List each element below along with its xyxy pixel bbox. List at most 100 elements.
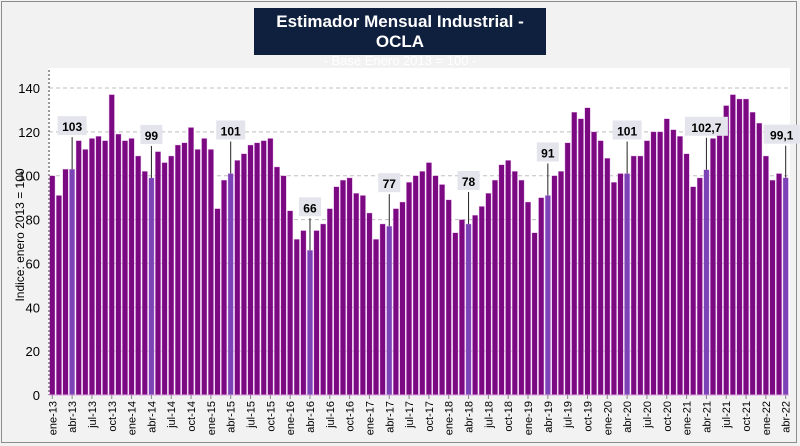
bar — [188, 127, 194, 396]
bar — [141, 171, 148, 396]
x-tick-label: ene-13 — [47, 401, 59, 435]
bar — [194, 149, 201, 396]
x-tick-label: ene-17 — [364, 401, 376, 435]
bar — [155, 151, 161, 396]
bar — [677, 136, 683, 396]
bar — [749, 111, 756, 396]
bar — [683, 153, 690, 396]
x-tick-label: oct-15 — [265, 401, 277, 432]
bar — [624, 173, 631, 396]
chart-title: Estimador Mensual Industrial - OCLA — [276, 12, 524, 51]
bar — [373, 239, 379, 396]
bar — [577, 118, 584, 396]
x-tick-label: ene-14 — [127, 401, 139, 435]
bar — [710, 138, 716, 396]
bar — [221, 179, 227, 396]
x-tick-label: oct-19 — [582, 401, 594, 432]
annotation-box — [298, 197, 321, 217]
bar — [168, 155, 175, 396]
bar — [340, 179, 346, 396]
bar — [174, 144, 181, 396]
annotation-label: 91 — [541, 146, 555, 160]
bar — [346, 177, 353, 396]
bar — [108, 94, 115, 396]
x-tick-label: ene-21 — [682, 401, 694, 435]
annotation-label: 101 — [221, 125, 241, 139]
annotation-box — [140, 124, 163, 144]
x-tick-label: jul-21 — [721, 401, 733, 429]
annotation-label: 78 — [462, 175, 476, 189]
bar — [399, 201, 406, 396]
bar — [584, 107, 591, 396]
bar — [498, 164, 505, 396]
bar — [274, 166, 280, 396]
bar — [544, 195, 551, 396]
x-tick-label: abr-14 — [146, 401, 158, 433]
bar — [241, 153, 247, 396]
bar — [432, 175, 439, 396]
annotation-label: 99,1 — [770, 129, 794, 143]
x-tick-label: ene-15 — [206, 401, 218, 435]
annotation-box — [216, 120, 246, 140]
annotation-box — [612, 120, 642, 140]
bar — [663, 118, 670, 396]
bar — [511, 171, 518, 396]
bar — [254, 142, 261, 396]
annotation-label: 77 — [383, 177, 397, 191]
x-tick-label: jul-18 — [483, 401, 495, 429]
bar — [485, 193, 492, 396]
x-tick-label: abr-16 — [305, 401, 317, 433]
bar — [260, 140, 267, 396]
bar — [696, 177, 703, 396]
bar — [379, 223, 386, 396]
y-tick-label: 80 — [26, 213, 40, 228]
bar — [234, 160, 241, 396]
bar — [392, 208, 399, 396]
y-tick-label: 60 — [26, 256, 40, 271]
bar — [650, 131, 657, 396]
bar — [531, 232, 538, 396]
bar — [604, 157, 611, 396]
annotation-label: 102,7 — [691, 121, 721, 135]
bar — [386, 225, 393, 396]
bar — [478, 206, 485, 396]
title-box: Estimador Mensual Industrial - OCLA - Ba… — [254, 8, 546, 68]
x-tick-label: abr-22 — [781, 401, 793, 433]
x-tick-label: oct-21 — [741, 401, 753, 432]
bar — [729, 94, 736, 396]
bar — [637, 155, 644, 396]
x-tick-label: abr-17 — [384, 401, 396, 433]
bar — [782, 177, 789, 396]
x-tick-label: oct-20 — [662, 401, 674, 432]
x-tick-label: abr-18 — [464, 401, 476, 433]
bar — [307, 250, 313, 396]
bar — [525, 201, 531, 396]
annotation-box — [684, 116, 728, 136]
bar — [62, 168, 69, 396]
bar — [49, 175, 56, 396]
bar — [56, 195, 62, 396]
y-tick-label: 120 — [18, 125, 40, 140]
bar — [564, 142, 571, 396]
x-tick-label: ene-16 — [285, 401, 297, 435]
bar — [128, 138, 135, 396]
x-tick-label: ene-19 — [523, 401, 535, 435]
bar — [89, 138, 95, 396]
bar — [723, 105, 730, 396]
bar — [102, 140, 109, 396]
bar — [472, 214, 479, 396]
bar — [300, 230, 307, 396]
bar — [280, 175, 287, 396]
x-tick-label: jul-20 — [642, 401, 654, 429]
bar — [445, 199, 452, 396]
bar — [518, 179, 525, 396]
x-tick-label: jul-19 — [563, 401, 575, 429]
bar — [419, 171, 426, 396]
annotation-box — [536, 142, 559, 162]
y-tick-label: 40 — [26, 300, 40, 315]
x-tick-label: abr-19 — [543, 401, 555, 433]
bar — [769, 179, 776, 396]
x-tick-label: oct-16 — [345, 401, 357, 432]
bar — [776, 173, 782, 396]
bar — [214, 208, 221, 396]
